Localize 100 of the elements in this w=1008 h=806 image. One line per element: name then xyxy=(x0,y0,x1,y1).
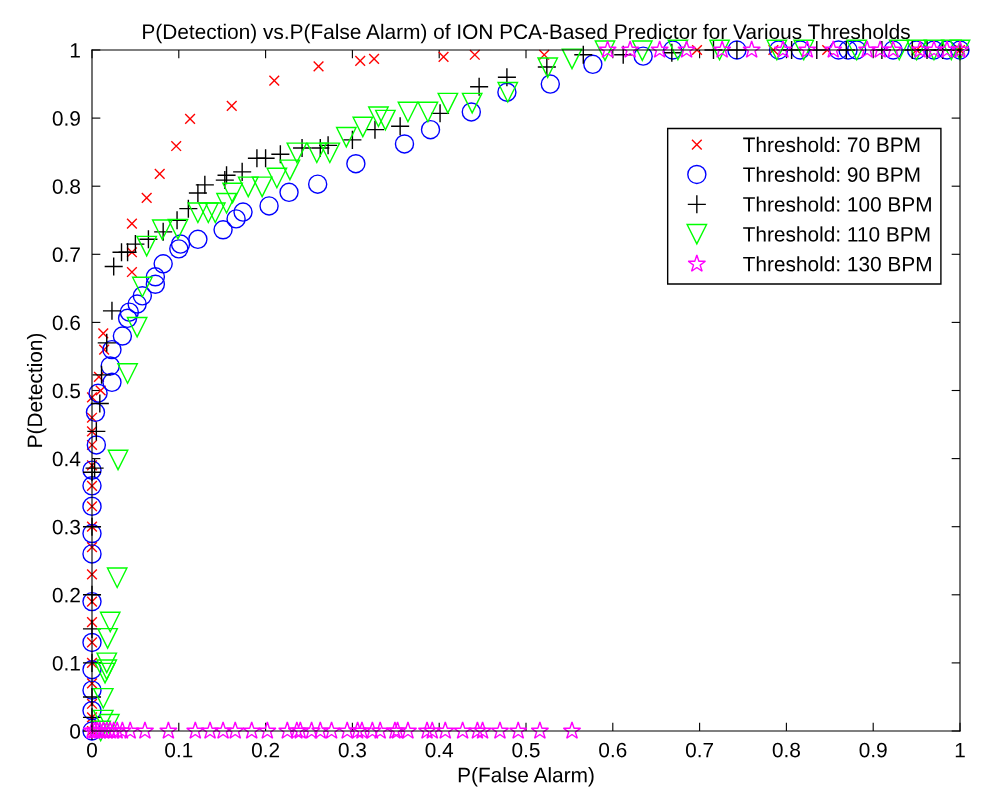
point xyxy=(232,162,252,182)
point xyxy=(136,235,158,257)
point xyxy=(154,168,166,180)
point xyxy=(159,721,178,739)
point xyxy=(117,363,139,384)
point xyxy=(468,721,487,739)
point xyxy=(430,103,450,124)
point xyxy=(86,616,98,628)
point xyxy=(200,721,220,739)
point xyxy=(222,182,244,204)
point xyxy=(368,106,389,128)
point xyxy=(540,74,561,94)
legend-label: Threshold: 100 BPM xyxy=(743,196,931,212)
x-tick-label: 0.8 xyxy=(772,742,800,758)
point xyxy=(226,100,238,112)
point xyxy=(279,159,301,181)
x-axis-title: P(False Alarm) xyxy=(458,767,594,787)
point xyxy=(106,567,128,589)
point xyxy=(461,102,482,122)
point xyxy=(352,116,374,138)
point xyxy=(888,39,910,61)
point xyxy=(135,721,155,739)
point xyxy=(374,109,396,131)
point xyxy=(306,142,328,164)
point xyxy=(823,40,843,58)
x-tick-label: 0.4 xyxy=(425,742,454,758)
point xyxy=(268,75,280,87)
point xyxy=(86,521,98,533)
point xyxy=(461,92,483,114)
point xyxy=(86,568,98,580)
point xyxy=(370,721,390,739)
point xyxy=(82,544,102,564)
point xyxy=(266,167,288,189)
point xyxy=(102,339,122,360)
x-tick-label: 0.6 xyxy=(599,742,627,758)
point xyxy=(633,46,653,66)
y-tick-label: 0.4 xyxy=(52,451,81,467)
point xyxy=(346,154,366,174)
point xyxy=(99,611,121,633)
point xyxy=(490,721,510,739)
point xyxy=(497,67,517,87)
point xyxy=(82,680,102,700)
point xyxy=(292,138,312,158)
point xyxy=(215,170,235,190)
point xyxy=(354,55,366,67)
point xyxy=(233,202,253,222)
point xyxy=(197,202,219,224)
point xyxy=(141,192,153,204)
point xyxy=(93,371,105,383)
point xyxy=(667,39,689,61)
point xyxy=(437,92,459,114)
point xyxy=(435,721,455,739)
point xyxy=(216,165,237,186)
point xyxy=(417,721,437,739)
point xyxy=(213,721,233,739)
point xyxy=(97,327,109,339)
legend-label: Threshold: 90 BPM xyxy=(743,166,920,182)
point xyxy=(335,126,357,148)
point xyxy=(119,302,140,322)
point xyxy=(469,49,481,61)
y-tick-label: 0.2 xyxy=(52,587,80,603)
point xyxy=(255,148,276,169)
point xyxy=(398,721,418,739)
point xyxy=(538,49,550,61)
y-tick-label: 0.3 xyxy=(52,519,80,535)
point xyxy=(286,142,308,164)
point xyxy=(287,721,307,739)
point xyxy=(178,198,199,219)
point xyxy=(145,274,166,294)
point xyxy=(82,591,102,612)
point xyxy=(319,142,341,164)
point xyxy=(365,119,385,140)
point xyxy=(126,246,138,258)
point xyxy=(420,119,441,140)
point xyxy=(394,134,415,154)
point xyxy=(773,40,793,58)
point xyxy=(107,449,129,471)
point xyxy=(97,627,119,649)
point xyxy=(145,267,166,287)
point xyxy=(96,652,118,674)
point xyxy=(169,239,189,259)
point xyxy=(92,687,114,709)
point xyxy=(86,435,107,455)
point xyxy=(103,256,124,277)
point xyxy=(453,721,472,739)
point xyxy=(237,176,259,198)
point xyxy=(258,721,277,739)
point xyxy=(86,541,98,553)
point xyxy=(102,372,122,393)
y-tick-label: 0.6 xyxy=(52,315,80,331)
point xyxy=(85,402,106,423)
point xyxy=(216,192,237,214)
point xyxy=(97,333,117,353)
chart-title: P(Detection) vs.P(False Alarm) of ION PCA-Based Predictor for Various Thresholds xyxy=(143,23,910,44)
point xyxy=(213,220,233,240)
point xyxy=(650,40,669,58)
point xyxy=(90,393,110,414)
x-tick-label: 1 xyxy=(955,742,965,758)
point xyxy=(126,218,138,230)
point xyxy=(86,421,107,442)
